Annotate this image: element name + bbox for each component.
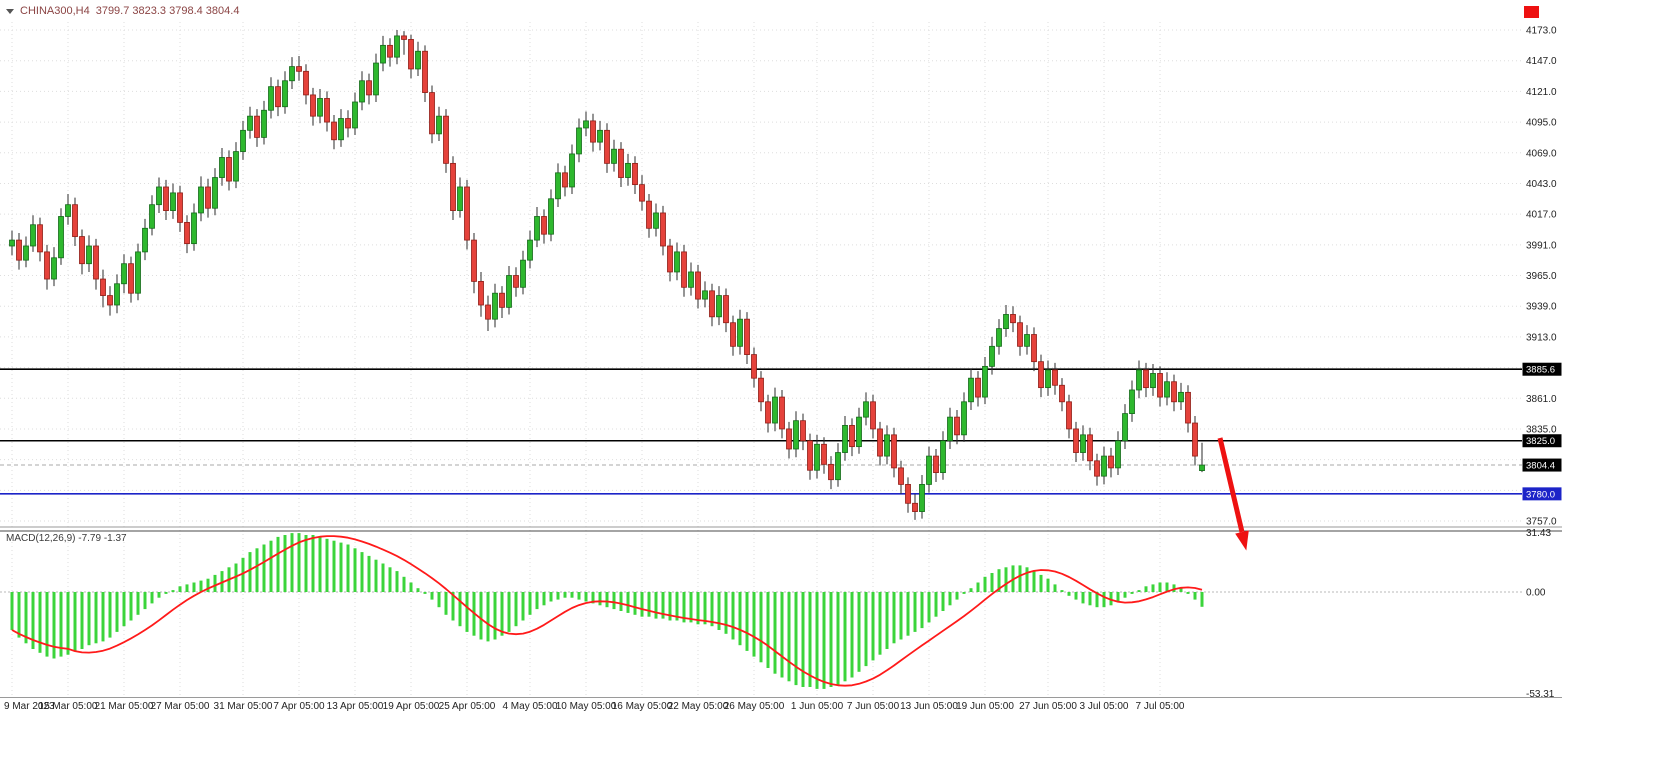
time-axis-label: 21 Mar 05:00 bbox=[95, 701, 154, 712]
price-axis-label: 4121.0 bbox=[1526, 87, 1557, 98]
macd-axis-label: -53.31 bbox=[1526, 689, 1555, 700]
price-badges: 3885.6 3825.0 3804.4 3780.0 bbox=[1522, 362, 1562, 501]
macd-histogram bbox=[10, 533, 1204, 689]
price-axis-label: 4069.0 bbox=[1526, 148, 1557, 159]
time-axis-label: 13 Apr 05:00 bbox=[327, 701, 384, 712]
time-axis-label: 10 May 05:00 bbox=[556, 701, 617, 712]
svg-text:3825.0: 3825.0 bbox=[1526, 436, 1555, 447]
trend-arrow[interactable] bbox=[1217, 437, 1249, 551]
time-axis-label: 15 Mar 05:00 bbox=[39, 701, 98, 712]
price-axis-label: 4017.0 bbox=[1526, 210, 1557, 221]
time-axis-label: 3 Jul 05:00 bbox=[1080, 701, 1129, 712]
level-lines bbox=[0, 368, 1522, 495]
panel-separators bbox=[0, 526, 1562, 698]
price-axis-label: 3939.0 bbox=[1526, 302, 1557, 313]
candle-bodies bbox=[9, 35, 1205, 512]
macd-axis-label: 0.00 bbox=[1526, 588, 1546, 599]
price-badge: 3780.0 bbox=[1522, 487, 1562, 501]
time-axis-label: 4 May 05:00 bbox=[502, 701, 557, 712]
time-axis-label: 27 Mar 05:00 bbox=[151, 701, 210, 712]
time-axis-label: 13 Jun 05:00 bbox=[900, 701, 958, 712]
time-axis-label: 22 May 05:00 bbox=[668, 701, 729, 712]
time-axis-label: 26 May 05:00 bbox=[724, 701, 785, 712]
svg-text:3885.6: 3885.6 bbox=[1526, 365, 1555, 376]
price-badge: 3804.4 bbox=[1522, 458, 1562, 472]
time-axis-label: 7 Jul 05:00 bbox=[1136, 701, 1185, 712]
price-axis-label: 3835.0 bbox=[1526, 424, 1557, 435]
price-axis-label: 3965.0 bbox=[1526, 271, 1557, 282]
symbol-bar: CHINA300,H4 3799.7 3823.3 3798.4 3804.4 bbox=[6, 5, 239, 17]
time-axis-label: 1 Jun 05:00 bbox=[791, 701, 844, 712]
time-axis-label: 19 Apr 05:00 bbox=[383, 701, 440, 712]
svg-text:3780.0: 3780.0 bbox=[1526, 489, 1555, 500]
macd-indicator-label: MACD(12,26,9) -7.79 -1.37 bbox=[6, 533, 127, 544]
symbol-title: CHINA300,H4 bbox=[20, 5, 90, 17]
time-axis-label: 9 Mar 2023 bbox=[4, 701, 55, 712]
time-axis-label: 25 Apr 05:00 bbox=[439, 701, 496, 712]
macd-axis: 31.43 0.00 -53.31 bbox=[1526, 528, 1555, 700]
time-axis-label: 7 Apr 05:00 bbox=[273, 701, 325, 712]
chevron-down-icon[interactable] bbox=[6, 8, 14, 14]
macd-signal-line bbox=[11, 535, 1203, 687]
time-axis-label: 16 May 05:00 bbox=[612, 701, 673, 712]
price-badge: 3885.6 bbox=[1522, 362, 1562, 376]
price-axis-label: 4173.0 bbox=[1526, 26, 1557, 37]
price-axis-label: 4147.0 bbox=[1526, 56, 1557, 67]
price-axis: 4173.0 4147.0 4121.0 4095.0 4069.0 4043.0 4017… bbox=[1526, 26, 1557, 528]
price-axis-label: 3757.0 bbox=[1526, 517, 1557, 528]
red-marker bbox=[1524, 6, 1539, 18]
price-axis-label: 3991.0 bbox=[1526, 240, 1557, 251]
time-axis-label: 27 Jun 05:00 bbox=[1019, 701, 1077, 712]
symbol-ohlc-values: 3799.7 3823.3 3798.4 3804.4 bbox=[95, 5, 240, 17]
price-badge: 3825.0 bbox=[1522, 434, 1562, 448]
svg-text:3804.4: 3804.4 bbox=[1526, 461, 1555, 472]
price-axis-label: 3861.0 bbox=[1526, 394, 1557, 405]
price-axis-label: 4043.0 bbox=[1526, 179, 1557, 190]
price-axis-label: 3913.0 bbox=[1526, 332, 1557, 343]
candle-wicks bbox=[11, 30, 1203, 520]
price-axis-label: 4095.0 bbox=[1526, 118, 1557, 129]
macd-axis-label: 31.43 bbox=[1526, 528, 1551, 539]
time-axis-label: 31 Mar 05:00 bbox=[214, 701, 273, 712]
time-axis-label: 19 Jun 05:00 bbox=[956, 701, 1014, 712]
time-axis-label: 7 Jun 05:00 bbox=[847, 701, 900, 712]
